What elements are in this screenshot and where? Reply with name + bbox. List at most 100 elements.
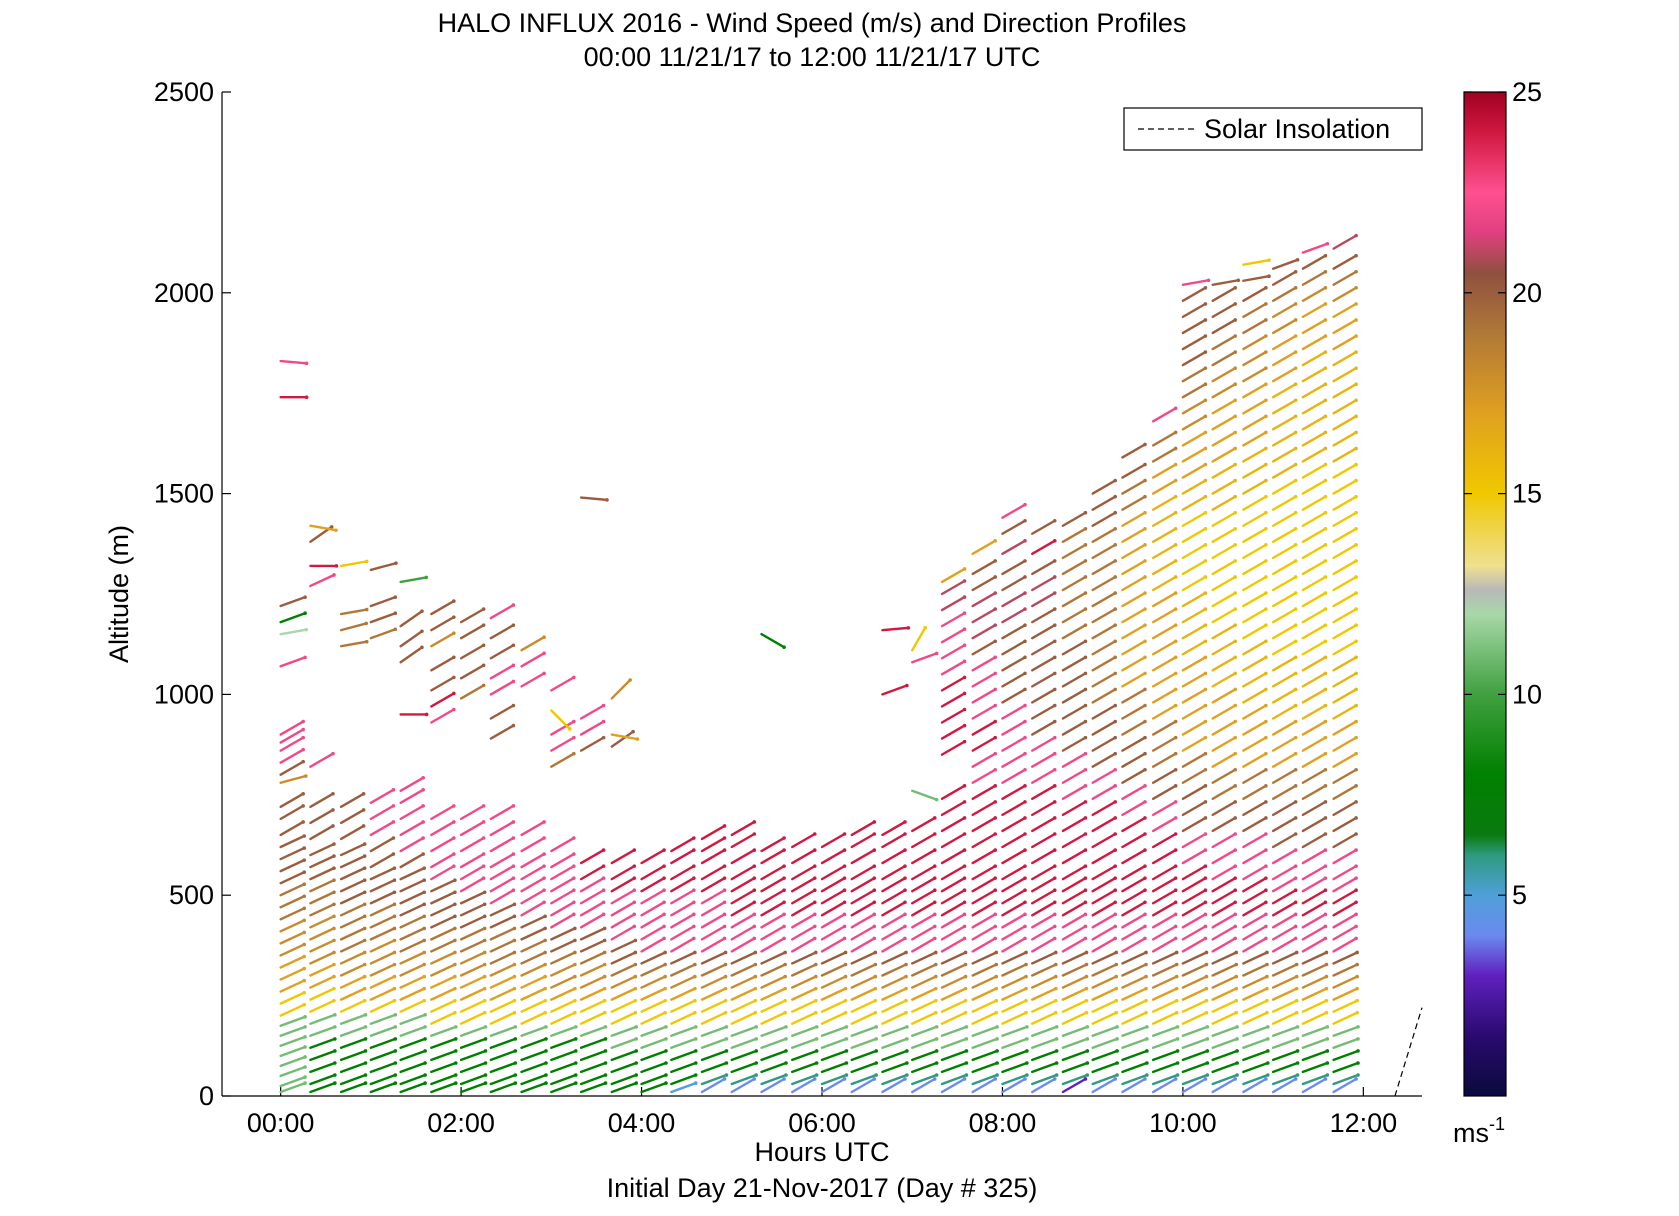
colorbar-tick-label: 5 — [1512, 880, 1527, 910]
wind-vector-shaft — [760, 632, 786, 649]
wind-vector — [640, 900, 666, 917]
wind-vector — [911, 900, 937, 917]
wind-vector — [850, 1037, 879, 1050]
wind-vector-head — [723, 962, 728, 967]
wind-vector — [1332, 526, 1358, 543]
wind-vector — [850, 950, 878, 965]
wind-vector — [1271, 607, 1298, 624]
wind-vector-head — [331, 792, 335, 796]
wind-vector-head — [1293, 350, 1298, 354]
wind-vector-head — [452, 707, 456, 712]
wind-vector — [1301, 962, 1329, 977]
wind-vector-shaft — [820, 925, 846, 941]
wind-vector-shaft — [430, 864, 456, 881]
wind-vector-shaft — [1181, 279, 1210, 286]
wind-vector-head — [303, 595, 307, 599]
wind-vector-shaft — [911, 937, 936, 953]
wind-vector-head — [1294, 998, 1299, 1003]
wind-vector-shaft — [489, 820, 515, 837]
wind-vector — [670, 974, 697, 989]
wind-vector — [971, 767, 997, 784]
wind-vector — [1271, 1061, 1300, 1074]
wind-vector-head — [329, 525, 334, 529]
wind-vector-shaft — [971, 768, 997, 784]
wind-vector-shaft — [1301, 1025, 1329, 1037]
wind-vector — [1031, 623, 1057, 640]
wind-vector — [971, 912, 997, 929]
wind-vector-shaft — [1332, 415, 1358, 431]
wind-vector-shaft — [489, 644, 515, 660]
wind-vector-shaft — [1271, 848, 1297, 865]
wind-vector-shaft — [339, 1049, 367, 1062]
wind-vector-shaft — [700, 975, 727, 989]
wind-vector-head — [1025, 1049, 1029, 1053]
wind-vector-shaft — [1121, 591, 1147, 608]
wind-vector-shaft — [971, 784, 997, 801]
wind-vector-head — [1354, 591, 1358, 595]
wind-vector-head — [483, 1081, 488, 1085]
wind-vector-head — [1173, 639, 1178, 644]
wind-vector-shaft — [760, 864, 786, 881]
wind-vector-head — [332, 902, 336, 907]
wind-vector-shaft — [1031, 913, 1056, 929]
wind-vector-head — [872, 848, 877, 852]
wind-vector-head — [1293, 784, 1298, 788]
wind-vector — [1242, 1049, 1270, 1062]
wind-vector — [1061, 543, 1088, 560]
wind-vector-shaft — [1031, 519, 1056, 535]
wind-vector-head — [331, 824, 335, 828]
wind-vector-shaft — [1271, 975, 1298, 989]
wind-vector — [430, 962, 457, 977]
wind-vector-head — [1113, 816, 1117, 820]
wind-vector — [550, 864, 576, 881]
wind-vector-shaft — [369, 561, 398, 572]
wind-vector-head — [1083, 784, 1088, 788]
wind-vector — [339, 878, 367, 893]
wind-vector — [369, 998, 397, 1013]
wind-vector — [1242, 478, 1268, 495]
wind-vector-shaft — [309, 878, 336, 893]
wind-vector-shaft — [730, 889, 756, 905]
wind-vector-shaft — [1301, 832, 1327, 849]
wind-vector-shaft — [399, 1013, 427, 1025]
wind-vector-shaft — [1091, 864, 1117, 881]
wind-vector-shaft — [940, 951, 967, 965]
wind-vector-shaft — [911, 832, 936, 849]
wind-vector-shaft — [459, 963, 486, 977]
wind-vector-shaft — [1031, 848, 1056, 865]
wind-vector — [881, 912, 907, 929]
wind-vector — [579, 938, 607, 953]
wind-vector-head — [905, 683, 909, 688]
wind-vector — [1121, 559, 1147, 576]
wind-vector-head — [782, 848, 786, 852]
wind-vector-shaft — [309, 1037, 337, 1050]
wind-vector — [610, 1010, 638, 1025]
wind-vector — [1151, 406, 1178, 423]
wind-vector-head — [904, 998, 908, 1003]
wind-vector-shaft — [279, 991, 306, 1005]
wind-vector-head — [302, 858, 307, 862]
wind-vector-head — [904, 974, 908, 979]
wind-vector-head — [1143, 703, 1147, 708]
wind-vector-shaft — [700, 1049, 728, 1062]
wind-vector-head — [1233, 398, 1237, 403]
wind-vector-shaft — [1332, 975, 1359, 989]
wind-vector-shaft — [1091, 736, 1117, 752]
wind-vector-shaft — [1242, 318, 1268, 335]
wind-vector-shaft — [550, 864, 576, 881]
wind-vector-shaft — [971, 591, 997, 608]
wind-vector — [1031, 1049, 1059, 1062]
wind-vector-shaft — [940, 816, 966, 833]
wind-vector-shaft — [1031, 1037, 1058, 1050]
wind-vector — [1301, 687, 1328, 704]
wind-vector — [640, 876, 666, 893]
wind-vector — [820, 832, 847, 849]
wind-vector-head — [1323, 318, 1328, 322]
wind-vector — [1061, 848, 1088, 865]
wind-vector — [1301, 1073, 1330, 1086]
wind-vector-head — [1293, 912, 1298, 917]
wind-vector-shaft — [279, 979, 306, 993]
wind-vector-head — [812, 900, 817, 905]
wind-vector — [1211, 1010, 1239, 1025]
wind-vector-shaft — [1271, 463, 1297, 479]
